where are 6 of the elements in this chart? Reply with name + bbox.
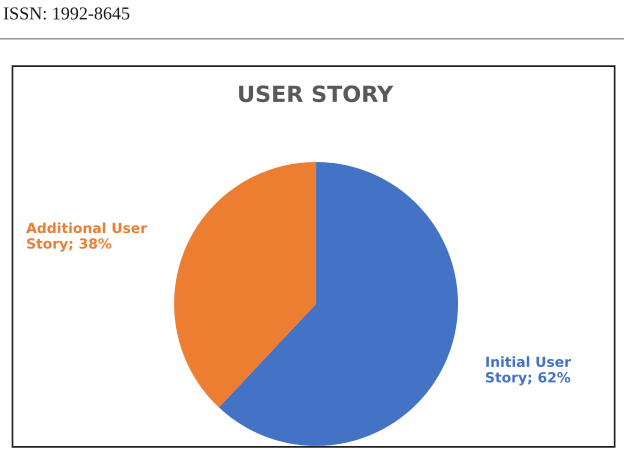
text: ISSN: 1992-8645 [4, 7, 130, 20]
slice-label: Additional User Story; 38% [26, 222, 148, 252]
slice-label: Initial User Story; 62% [486, 356, 571, 386]
chart-title: USER STORY [239, 85, 394, 102]
pie-slice [218, 162, 458, 446]
pie-slice [174, 162, 316, 408]
